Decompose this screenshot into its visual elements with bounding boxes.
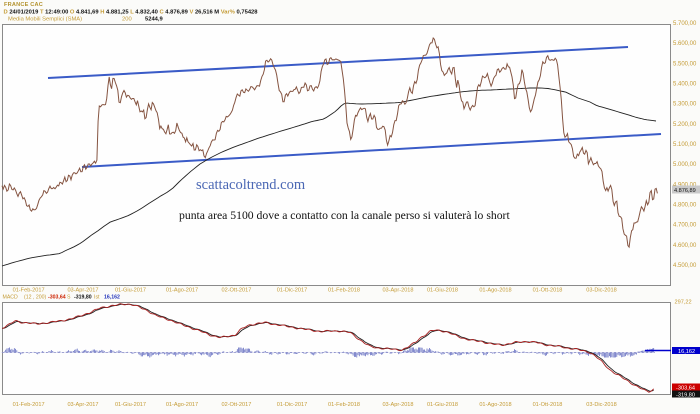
- svg-text:D 24/01/2019 T 12:49:00 O 4.84: D 24/01/2019 T 12:49:00 O 4.841,69 H 4.8…: [4, 10, 259, 16]
- svg-text:5244,9: 5244,9: [145, 17, 164, 23]
- svg-text:5.200,00: 5.200,00: [673, 122, 697, 128]
- svg-text:03-Apr-2018: 03-Apr-2018: [382, 288, 413, 294]
- svg-text:01-Ago-2018: 01-Ago-2018: [479, 402, 511, 408]
- svg-text:4.500,00: 4.500,00: [673, 263, 697, 269]
- svg-text:01-Giu-2017: 01-Giu-2017: [115, 288, 146, 294]
- svg-text:01-Feb-2017: 01-Feb-2017: [13, 402, 45, 408]
- svg-text:16,162: 16,162: [678, 349, 695, 355]
- svg-text:4.800,00: 4.800,00: [673, 203, 697, 209]
- svg-text:03-Apr-2018: 03-Apr-2018: [382, 402, 413, 408]
- svg-text:5.300,00: 5.300,00: [673, 102, 697, 108]
- svg-text:01-Giu-2018: 01-Giu-2018: [427, 402, 458, 408]
- svg-text:(12 , 200): (12 , 200): [24, 294, 46, 300]
- svg-text:5.400,00: 5.400,00: [673, 82, 697, 88]
- svg-text:FRANCE CAC: FRANCE CAC: [4, 2, 43, 8]
- svg-text:01-Giu-2018: 01-Giu-2018: [427, 288, 458, 294]
- svg-text:02-Ott-2017: 02-Ott-2017: [221, 402, 251, 408]
- svg-text:01-Ago-2017: 01-Ago-2017: [166, 402, 198, 408]
- svg-text:02-Ott-2017: 02-Ott-2017: [221, 288, 251, 294]
- svg-text:4.700,00: 4.700,00: [673, 223, 697, 229]
- svg-text:01-Feb-2018: 01-Feb-2018: [328, 402, 360, 408]
- svg-text:03-Dic-2018: 03-Dic-2018: [586, 402, 616, 408]
- svg-text:4.900,00: 4.900,00: [673, 182, 697, 188]
- svg-text:Ist: Ist: [94, 294, 100, 300]
- svg-text:01-Ott-2018: 01-Ott-2018: [533, 402, 563, 408]
- svg-text:200: 200: [122, 17, 132, 23]
- svg-text:03-Dic-2018: 03-Dic-2018: [586, 288, 616, 294]
- svg-text:01-Giu-2017: 01-Giu-2017: [115, 402, 146, 408]
- svg-text:01-Dic-2017: 01-Dic-2017: [277, 288, 307, 294]
- svg-text:scattacoltrend.com: scattacoltrend.com: [196, 177, 306, 193]
- svg-text:-319,80: -319,80: [676, 392, 695, 398]
- svg-text:punta area 5100 dove a contatt: punta area 5100 dove a contatto con la c…: [179, 209, 510, 222]
- svg-text:S: S: [67, 294, 71, 300]
- svg-text:-319,80: -319,80: [74, 294, 92, 300]
- svg-text:01-Dic-2017: 01-Dic-2017: [277, 402, 307, 408]
- svg-text:01-Feb-2017: 01-Feb-2017: [13, 288, 45, 294]
- svg-text:5.600,00: 5.600,00: [673, 41, 697, 47]
- svg-text:01-Ago-2017: 01-Ago-2017: [166, 288, 198, 294]
- svg-text:03-Apr-2017: 03-Apr-2017: [67, 288, 98, 294]
- svg-text:01-Feb-2018: 01-Feb-2018: [328, 288, 360, 294]
- svg-text:5.100,00: 5.100,00: [673, 142, 697, 148]
- svg-text:01-Ago-2018: 01-Ago-2018: [479, 288, 511, 294]
- svg-text:5.700,00: 5.700,00: [673, 21, 697, 27]
- svg-text:4.876,89: 4.876,89: [674, 188, 696, 194]
- svg-text:5.000,00: 5.000,00: [673, 162, 697, 168]
- svg-text:16,162: 16,162: [104, 294, 120, 300]
- svg-text:5.500,00: 5.500,00: [673, 61, 697, 67]
- svg-text:01-Ott-2018: 01-Ott-2018: [533, 288, 563, 294]
- svg-text:03-Apr-2017: 03-Apr-2017: [67, 402, 98, 408]
- svg-text:MACD: MACD: [3, 294, 19, 300]
- svg-text:4.600,00: 4.600,00: [673, 243, 697, 249]
- svg-text:Media Mobili Semplici (SMA): Media Mobili Semplici (SMA): [8, 17, 82, 23]
- svg-text:-303,64: -303,64: [48, 294, 66, 300]
- svg-text:-303,64: -303,64: [676, 385, 695, 391]
- svg-text:297,22: 297,22: [675, 300, 692, 306]
